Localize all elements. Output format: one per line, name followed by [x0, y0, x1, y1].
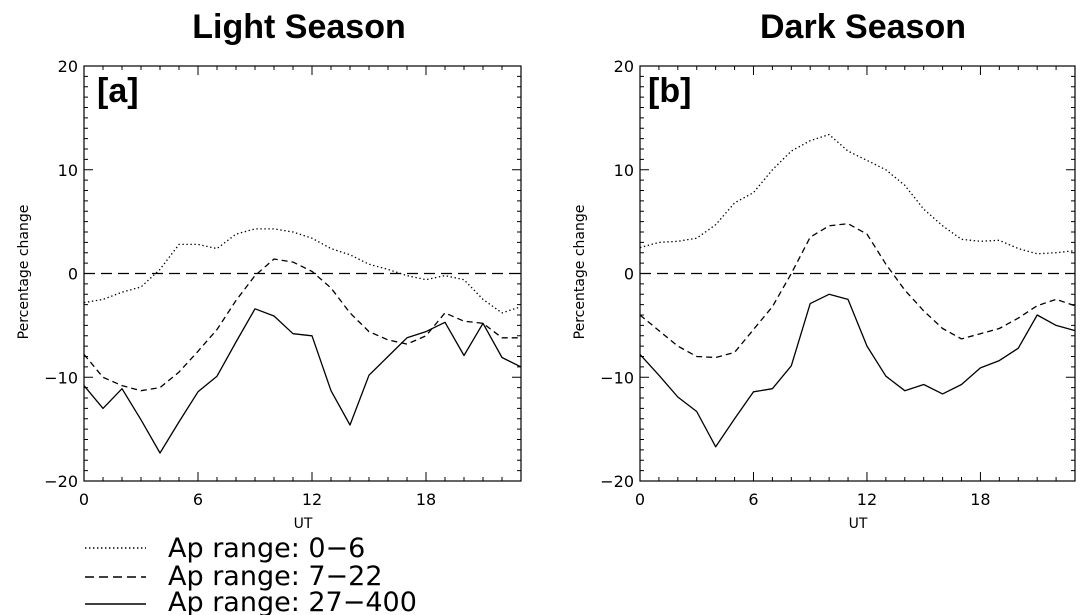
panel-light-season: Light Season [a] Percentage change UT 0 6… [16, 8, 522, 532]
series-line-dotted-a [83, 228, 522, 314]
chart-title-a: Light Season [192, 8, 405, 46]
panel-label-b: [b] [648, 72, 691, 110]
x-tick-label-a: 0 [79, 490, 89, 509]
x-tick-label-b: 6 [748, 490, 758, 509]
y-axis-label-a: Percentage change [16, 205, 32, 340]
y-tick-label-a: −20 [44, 472, 78, 491]
x-tick-label-a: 6 [193, 490, 203, 509]
y-tick-label-a: 20 [58, 57, 78, 76]
x-tick-label-b: 12 [857, 490, 877, 509]
legend-label-solid: Ap range: 27−400 [168, 587, 417, 615]
panel-label-a: [a] [97, 72, 139, 110]
legend-label-dotted: Ap range: 0−6 [168, 533, 365, 564]
plot-frame-b [639, 65, 1076, 482]
x-axis-label-a: UT [294, 516, 313, 532]
y-tick-label-b: 0 [624, 265, 634, 284]
series-line-solid-a [83, 308, 522, 454]
x-tick-label-a: 12 [302, 490, 322, 509]
series-line-dashed-b [639, 223, 1076, 359]
chart-title-b: Dark Season [760, 8, 966, 46]
series-line-solid-b [639, 293, 1076, 448]
y-tick-label-a: −10 [44, 368, 78, 387]
y-tick-label-a: 10 [58, 161, 78, 180]
y-tick-label-b: −10 [600, 368, 634, 387]
plot-frame-a [83, 65, 522, 482]
legend: Ap range: 0−6 Ap range: 7−22 Ap range: 2… [85, 533, 417, 615]
panel-dark-season: Dark Season [b] Percentage change UT 0 6 1… [572, 8, 1076, 532]
y-tick-label-b: −20 [600, 472, 634, 491]
x-tick-label-b: 18 [970, 490, 990, 509]
plot-area-b: 0 6 12 18 −20 −10 0 10 20 [600, 57, 1076, 509]
x-axis-label-b: UT [849, 516, 868, 532]
y-tick-label-b: 20 [614, 57, 634, 76]
x-tick-label-a: 18 [416, 490, 436, 509]
y-axis-label-b: Percentage change [572, 205, 588, 340]
y-tick-label-b: 10 [614, 161, 634, 180]
x-tick-label-b: 0 [635, 490, 645, 509]
series-line-dotted-b [639, 133, 1076, 255]
plot-area-a: 0 6 12 18 −20 −10 0 10 20 [44, 57, 522, 509]
y-tick-label-a: 0 [68, 265, 78, 284]
legend-label-dashed: Ap range: 7−22 [168, 561, 383, 592]
series-line-dashed-a [83, 258, 521, 392]
